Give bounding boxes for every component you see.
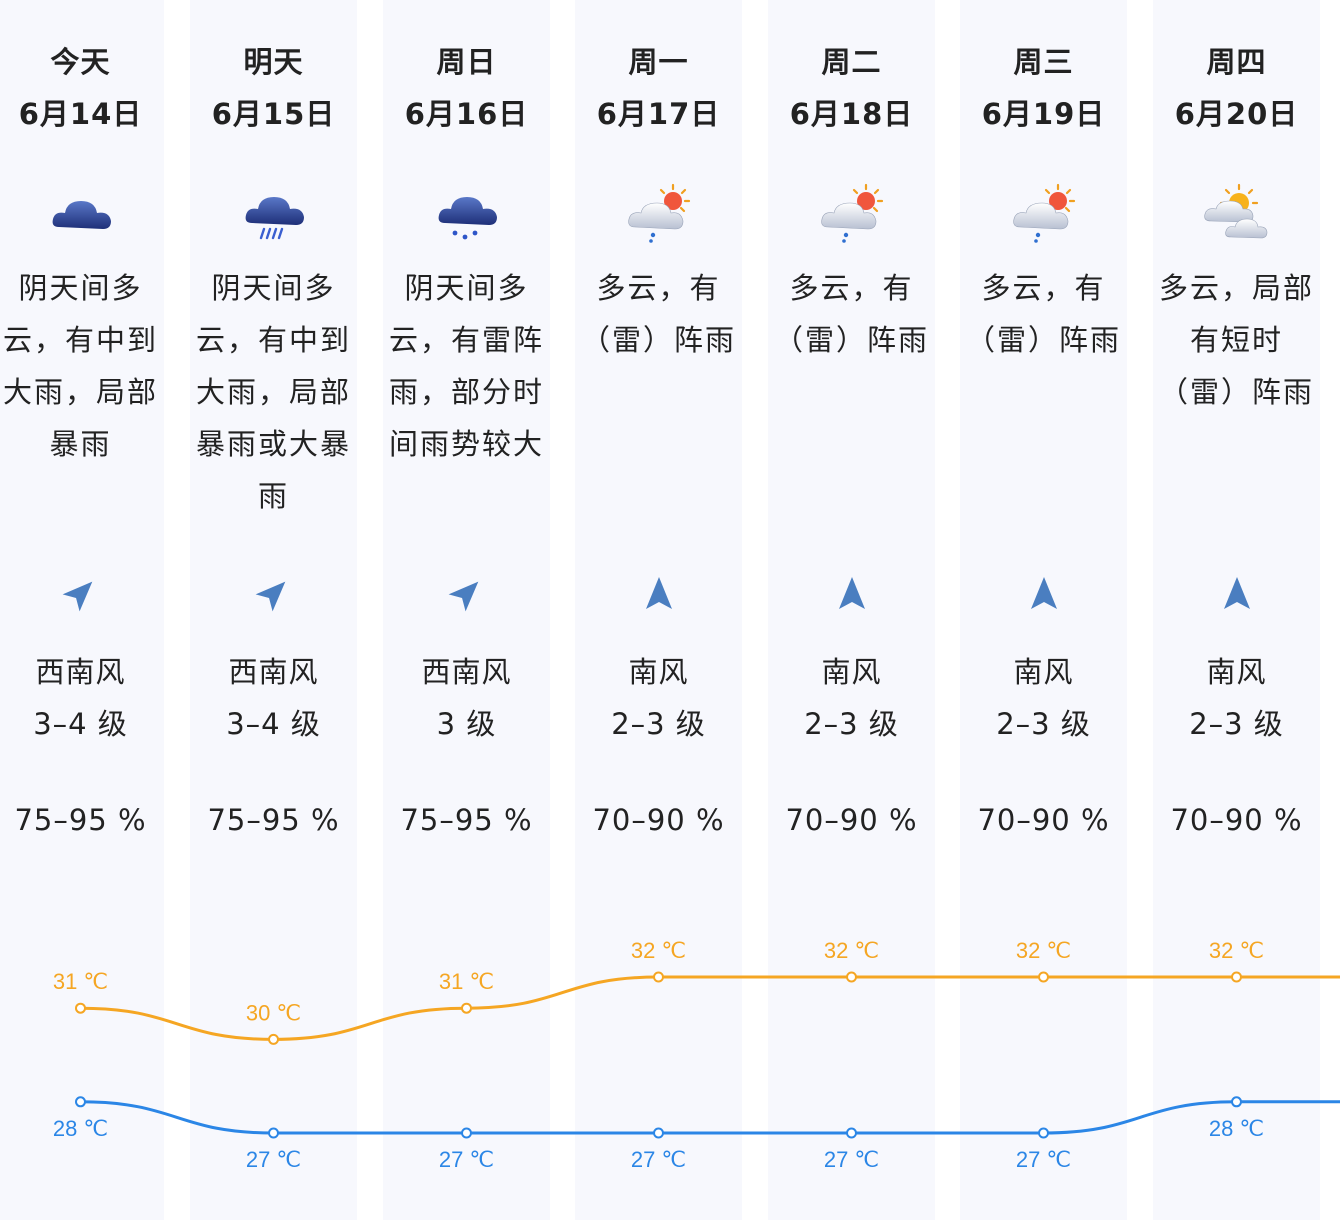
wind-level: 2–3 级 [1189, 707, 1284, 741]
wind-info: 南风 2–3 级 [1153, 646, 1320, 750]
heavy-rain-icon [190, 178, 357, 248]
day-date: 6月15日 [211, 97, 336, 131]
cloudy-icon [0, 178, 164, 248]
weather-description: 多云，有 （雷）阵雨 [773, 271, 929, 357]
weather-description: 多云，有 （雷）阵雨 [580, 271, 736, 357]
day-name: 明天 [243, 45, 304, 79]
partly-cloudy-shower-icon [575, 178, 742, 248]
arrow-southwest-icon [0, 568, 164, 618]
humidity: 75–95 % [400, 803, 533, 837]
arrow-south-icon [768, 568, 935, 618]
day-header: 周二 6月18日 [768, 36, 935, 140]
humidity: 70–90 % [785, 803, 918, 837]
weather-description: 阴天间多 云，有雷阵 雨，部分时 间雨势较大 [388, 271, 544, 461]
day-name: 周一 [628, 45, 689, 79]
partly-cloudy-shower-icon [768, 178, 935, 248]
day-date: 6月14日 [18, 97, 143, 131]
day-name: 周二 [821, 45, 882, 79]
arrow-south-icon [575, 568, 742, 618]
wind-direction: 南风 [1013, 655, 1074, 689]
day-name: 周三 [1013, 45, 1074, 79]
day-header: 明天 6月15日 [190, 36, 357, 140]
day-header: 周四 6月20日 [1153, 36, 1320, 140]
wind-direction: 南风 [1206, 655, 1267, 689]
day-column: 周四 6月20日 多云，局部 有短时 （雷）阵雨 南风 2–3 级 70–90 % [1153, 0, 1320, 1220]
wind-info: 南风 2–3 级 [768, 646, 935, 750]
day-name: 今天 [50, 45, 111, 79]
wind-direction: 西南风 [421, 655, 512, 689]
humidity: 75–95 % [207, 803, 340, 837]
arrow-southwest-icon [190, 568, 357, 618]
day-name: 周四 [1206, 45, 1267, 79]
day-date: 6月18日 [789, 97, 914, 131]
weather-description: 阴天间多 云，有中到 大雨，局部 暴雨 [2, 271, 158, 461]
wind-level: 3–4 级 [33, 707, 128, 741]
arrow-south-icon [1153, 568, 1320, 618]
wind-info: 西南风 3–4 级 [0, 646, 164, 750]
wind-direction: 南风 [628, 655, 689, 689]
wind-direction: 西南风 [35, 655, 126, 689]
wind-level: 2–3 级 [996, 707, 1091, 741]
wind-level: 2–3 级 [804, 707, 899, 741]
weather-description: 阴天间多 云，有中到 大雨，局部 暴雨或大暴雨 [195, 271, 351, 513]
humidity: 75–95 % [14, 803, 147, 837]
day-column: 周一 6月17日 多云，有 （雷）阵雨 南风 2–3 级 70–90 % [575, 0, 742, 1220]
wind-level: 3 级 [436, 707, 497, 741]
partly-cloudy-shower-icon [960, 178, 1127, 248]
wind-info: 西南风 3–4 级 [190, 646, 357, 750]
wind-direction: 西南风 [228, 655, 319, 689]
wind-info: 南风 2–3 级 [575, 646, 742, 750]
day-column: 周三 6月19日 多云，有 （雷）阵雨 南风 2–3 级 70–90 % [960, 0, 1127, 1220]
day-column: 明天 6月15日 阴天间多 云，有中到 大雨，局部 暴雨或大暴雨 西南风 3–4 级 … [190, 0, 357, 1220]
thunder-shower-icon [383, 178, 550, 248]
wind-info: 西南风 3 级 [383, 646, 550, 750]
wind-info: 南风 2–3 级 [960, 646, 1127, 750]
weather-description: 多云，局部 有短时 （雷）阵雨 [1158, 271, 1314, 409]
day-header: 周日 6月16日 [383, 36, 550, 140]
arrow-southwest-icon [383, 568, 550, 618]
day-header: 周一 6月17日 [575, 36, 742, 140]
day-date: 6月19日 [981, 97, 1106, 131]
day-name: 周日 [436, 45, 497, 79]
day-date: 6月17日 [596, 97, 721, 131]
day-column: 周日 6月16日 阴天间多 云，有雷阵 雨，部分时 间雨势较大 西南风 3 级 75–… [383, 0, 550, 1220]
day-header: 今天 6月14日 [0, 36, 164, 140]
humidity: 70–90 % [977, 803, 1110, 837]
sun-cloud-icon [1153, 178, 1320, 248]
wind-level: 2–3 级 [611, 707, 706, 741]
day-date: 6月16日 [404, 97, 529, 131]
humidity: 70–90 % [1170, 803, 1303, 837]
day-column: 今天 6月14日 阴天间多 云，有中到 大雨，局部 暴雨 西南风 3–4 级 75–9… [0, 0, 164, 1220]
day-date: 6月20日 [1174, 97, 1299, 131]
weather-description: 多云，有 （雷）阵雨 [965, 271, 1121, 357]
wind-level: 3–4 级 [226, 707, 321, 741]
arrow-south-icon [960, 568, 1127, 618]
humidity: 70–90 % [592, 803, 725, 837]
wind-direction: 南风 [821, 655, 882, 689]
day-column: 周二 6月18日 多云，有 （雷）阵雨 南风 2–3 级 70–90 % [768, 0, 935, 1220]
day-header: 周三 6月19日 [960, 36, 1127, 140]
